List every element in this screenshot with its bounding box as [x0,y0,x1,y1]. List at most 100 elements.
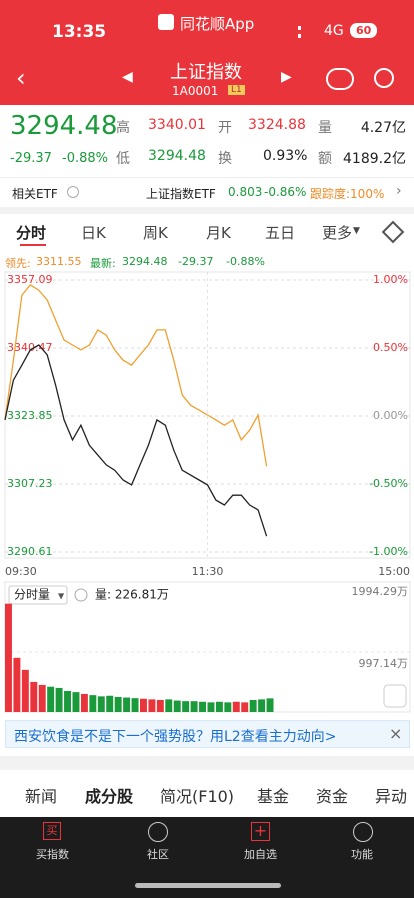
etf-label: 相关ETF [12,187,58,201]
volume-bar [199,701,206,712]
legend-lead-label: 领先: [5,257,31,270]
volume-bar [131,698,139,712]
volume-bar [13,657,21,712]
volume-bar [114,696,122,712]
y-tick-label: 3340.47 [7,341,53,354]
banner[interactable] [5,720,410,748]
etf-name[interactable]: 上证指数ETF [146,187,216,201]
stat-label: 换 [218,151,232,167]
volume-bar [89,695,97,712]
period-tab[interactable]: 更多 [322,224,353,242]
back-button[interactable]: ‹ [16,64,26,92]
community-icon[interactable] [148,822,168,842]
robot-icon[interactable] [326,68,354,90]
dropdown-arrow: ▼ [58,592,65,601]
y2-tick-label: -0.50% [369,477,408,490]
bottom-item[interactable]: 社区 [147,848,169,861]
tab-underline [20,244,46,246]
volume-bar [156,699,164,712]
volume-bar [64,690,71,712]
period-tab[interactable]: 周K [143,224,168,242]
volume-bar [21,669,29,712]
period-tab[interactable]: 月K [206,224,231,242]
y-tick-label: 3323.85 [7,409,53,422]
etf-change: -0.86% [264,185,307,199]
volume-bar [266,698,274,712]
search-icon[interactable] [374,68,394,88]
bottom-bar [0,817,414,870]
help-icon[interactable] [74,588,88,602]
section-tab[interactable]: 新闻 [25,787,58,806]
volume-bar [97,696,105,712]
period-tab[interactable]: 五日 [265,224,296,242]
y-tick-label: 3290.61 [7,545,53,558]
section-tab[interactable]: 简况(F10) [160,787,235,806]
volume-bar [232,701,240,712]
legend-lead: 3311.55 [36,255,82,268]
volume-bar [190,701,198,712]
stat-value: 3340.01 [148,117,206,133]
expand-button[interactable] [383,684,407,708]
network: 4G [324,23,344,39]
section-tab[interactable]: 异动 [375,787,408,806]
divider [0,177,414,178]
volume-bar [55,687,63,712]
legend-latest-label: 最新: [90,257,116,270]
volume-bar [123,697,131,712]
add-icon[interactable]: + [251,822,270,841]
settings-icon[interactable] [381,220,405,244]
volume-bar [182,701,190,712]
dropdown-arrow: ▼ [353,226,360,236]
etf-price: 0.803 [228,185,263,199]
volume-bar [106,695,114,712]
signal [298,26,318,38]
menu-icon[interactable] [353,822,373,842]
price: 3294.48 [10,111,118,141]
volume-bar [207,702,215,712]
x-tick-label: 15:00 [378,565,410,578]
stat-label: 量 [318,120,332,136]
stat-value: 3294.48 [148,148,206,164]
separator [0,207,414,214]
section-tab[interactable]: 成分股 [85,787,134,806]
etf-tracking: 跟踪度:100% [310,187,385,201]
banner-text[interactable]: 西安饮食是不是下一个强势股？用L2查看主力动向> [14,729,337,745]
price-line [4,284,268,467]
bottom-item[interactable]: 买指数 [36,848,69,861]
home-indicator [135,883,281,888]
period-tab[interactable]: 日K [81,224,106,242]
volume-bar [30,681,38,712]
volume-selector[interactable] [8,585,68,605]
next-button[interactable]: ▶ [281,69,292,85]
volume-bar [72,692,80,712]
section-tab[interactable]: 基金 [257,787,290,806]
volume-bar [165,699,173,712]
separator [0,756,414,770]
period-tab[interactable]: 分时 [16,224,47,242]
bottom-item[interactable]: 功能 [351,848,373,861]
close-button[interactable]: × [389,724,403,743]
nav-code: 1A0001 [172,84,219,98]
stat-label: 低 [116,151,130,167]
nav-title: 上证指数 [170,62,242,83]
level-badge: L1 [228,85,245,95]
stat-value: 3324.88 [248,117,306,133]
price-line [4,344,268,537]
legend-change: -29.37 [178,255,214,268]
buy-icon[interactable]: 买 [43,822,61,840]
volume-title: 分时量 [14,588,50,602]
app-name[interactable]: 同花顺App [180,15,255,33]
y2-tick-label: 0.50% [373,341,408,354]
battery: 60 [350,23,378,38]
volume-bar [215,701,223,712]
volume-bar [38,684,46,712]
stat-label: 额 [318,151,332,167]
section-tab[interactable]: 资金 [316,787,349,806]
chevron[interactable]: › [396,183,402,199]
change-pct: -0.88% [62,151,108,166]
prev-button[interactable]: ◀ [122,69,133,85]
bottom-item[interactable]: 加自选 [244,848,277,861]
volume-bar [47,686,55,712]
help-icon[interactable] [67,186,79,198]
